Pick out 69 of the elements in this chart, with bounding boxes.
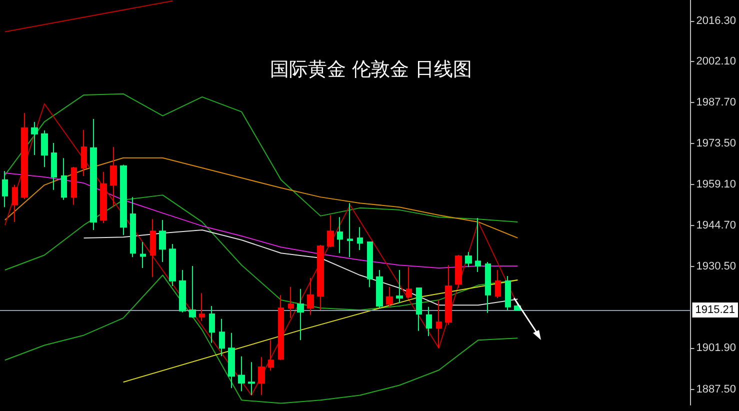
- candlestick: [159, 219, 166, 262]
- candlestick: [120, 164, 127, 236]
- candlestick: [337, 216, 343, 254]
- candlestick: [169, 243, 176, 287]
- candlestick: [41, 130, 48, 168]
- candlestick: [495, 270, 501, 299]
- candlestick: [61, 158, 67, 200]
- candlestick: [71, 166, 77, 206]
- y-tick-label: 1959.10: [696, 178, 736, 190]
- line-series: [4, 172, 518, 268]
- candlestick: [179, 270, 186, 313]
- candlestick: [209, 306, 215, 344]
- candlestick: [51, 142, 57, 190]
- candlestick: [396, 270, 403, 304]
- candlestick: [297, 288, 304, 341]
- line-series: [4, 157, 518, 238]
- candlestick: [367, 241, 373, 288]
- candlestick: [219, 318, 225, 357]
- candlestick: [2, 170, 8, 208]
- candlestick: [485, 261, 491, 314]
- candlestick: [317, 244, 324, 311]
- candlestick: [406, 266, 412, 299]
- candlestick: [465, 251, 472, 268]
- candlestick: [140, 241, 146, 268]
- y-tick-label: 1901.90: [696, 342, 736, 354]
- candlestick: [90, 118, 97, 230]
- candlestick: [445, 264, 452, 326]
- y-tick-label: 1887.50: [696, 383, 736, 396]
- candlestick: [455, 254, 462, 288]
- candlestick: [150, 218, 156, 278]
- y-tick-label: 1987.70: [696, 96, 736, 109]
- candlestick: [347, 202, 353, 258]
- candlestick: [376, 270, 383, 309]
- candlestick: [278, 294, 284, 361]
- candlestick: [416, 287, 422, 332]
- candlestick: [228, 332, 235, 389]
- candlestick: [238, 356, 245, 392]
- candlestick: [81, 129, 87, 177]
- candlestick: [258, 356, 265, 396]
- candlestick: [189, 265, 196, 318]
- candlestick: [505, 276, 511, 311]
- y-tick-label: 2002.10: [696, 55, 736, 68]
- candlestick: [110, 146, 117, 208]
- candlestick: [288, 286, 294, 319]
- candlestick: [426, 306, 432, 337]
- candlestick: [12, 184, 18, 222]
- text: 国际黄金 伦敦金 日线图: [270, 58, 472, 80]
- candlestick: [357, 226, 363, 250]
- candlestick: [21, 112, 28, 200]
- candlestick: [130, 196, 136, 258]
- candlestick: [307, 278, 314, 316]
- candlestick: [199, 292, 205, 322]
- y-tick-label: 2016.30: [696, 14, 736, 27]
- candlestick: [386, 286, 393, 308]
- candlestick: [248, 362, 255, 396]
- y-tick-label: 1944.70: [696, 220, 736, 232]
- candlestick: [31, 121, 38, 156]
- candlestick: [475, 217, 481, 272]
- y-tick-label: 1973.50: [696, 137, 736, 150]
- candlestick: [100, 171, 107, 224]
- line-series: [4, 274, 518, 404]
- candlestick: [268, 340, 274, 372]
- y-tick-label: 1930.50: [696, 260, 736, 272]
- ref-line-label: 1915.21: [695, 304, 736, 316]
- candlestick: [327, 214, 334, 248]
- candlestick: [436, 300, 442, 349]
- line-series: [4, 93, 518, 222]
- line-series: [83, 229, 518, 306]
- line-series: [122, 280, 518, 383]
